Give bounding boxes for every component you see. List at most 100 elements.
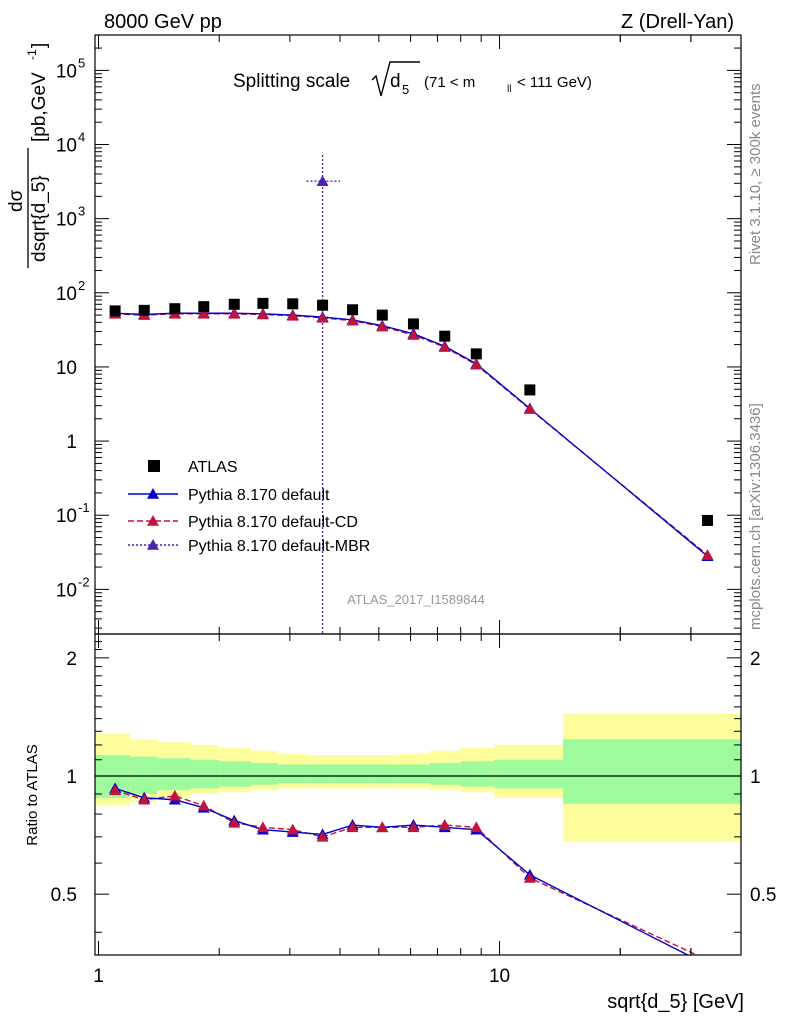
band-inner	[429, 762, 461, 785]
marker-atlas	[470, 348, 482, 360]
ratio-marker-pythia-cd	[197, 799, 210, 811]
marker-pythia-cd	[438, 341, 451, 352]
ratio-marker-pythia-cd	[523, 871, 536, 883]
marker-pythia-cd	[376, 320, 389, 332]
marker-pythia-cd	[407, 328, 420, 340]
legend-marker	[147, 539, 159, 550]
band-inner	[368, 764, 399, 783]
ratio-ylabel: Ratio to ATLAS	[24, 744, 41, 845]
ratio-tick-label: 2	[66, 649, 77, 670]
title-sqrt-symbol: d	[390, 71, 401, 92]
ylabel-den: dsqrt{d_5}	[29, 175, 50, 262]
legend-marker-atlas	[148, 460, 160, 472]
legend-marker	[147, 488, 159, 499]
y-tick-label: 10	[56, 506, 77, 527]
legend-marker	[147, 515, 159, 526]
y-tick-label-exp: 4	[78, 130, 85, 145]
ratio-series	[109, 782, 699, 955]
marker-atlas	[317, 299, 329, 311]
marker-atlas	[169, 303, 181, 315]
band-inner	[130, 756, 158, 794]
side-rivet: Rivet 3.1.10, ≥ 300k events	[747, 83, 764, 265]
legend-label: ATLAS	[188, 459, 238, 476]
ratio-tick-label-right: 2	[750, 649, 761, 670]
band-inner	[250, 762, 278, 785]
marker-pythia-cd	[346, 314, 359, 326]
marker-atlas	[257, 297, 269, 309]
marker-atlas	[407, 318, 419, 330]
marker-pythia-cd	[256, 308, 269, 320]
marker-pythia-cd	[228, 307, 241, 319]
band-inner	[494, 759, 564, 789]
marker-atlas	[138, 304, 150, 316]
chart-title: Splitting scale d 5 (71 < m ll < 111 GeV…	[233, 61, 592, 97]
ratio-marker-pythia-cd	[168, 789, 181, 801]
header-left: 8000 GeV pp	[104, 11, 222, 33]
band-inner	[277, 764, 307, 783]
ratio-frame	[94, 633, 742, 956]
marker-pythia-cd	[197, 307, 210, 319]
ratio-tick-label: 0.5	[51, 885, 77, 906]
y-tick-label-exp: -2	[78, 574, 90, 589]
marker-atlas	[524, 384, 536, 396]
ylabel-unit-sup: -1	[25, 49, 39, 60]
band-inner	[306, 764, 336, 783]
title-range-post: < 111 GeV)	[517, 74, 592, 91]
band-inner	[460, 761, 495, 787]
band-inner	[157, 758, 191, 791]
band-inner	[398, 764, 430, 783]
marker-atlas	[228, 298, 240, 310]
ratio-bands	[95, 713, 741, 842]
ratio-marker-pythia-cd	[346, 821, 359, 833]
ratio-marker-pythia-cd	[316, 830, 329, 842]
ratio-tick-label-right: 1	[750, 767, 761, 788]
marker-pythia-cd	[470, 358, 483, 370]
y-tick-label: 10	[56, 136, 77, 157]
marker-atlas	[701, 514, 713, 526]
band-inner	[335, 764, 369, 783]
marker-atlas	[109, 305, 121, 317]
ratio-tick-label-right: 0.5	[750, 885, 776, 906]
ratio-marker-pythia-cd	[376, 821, 389, 833]
title-range-pre: (71 < m	[424, 74, 475, 91]
legend: ATLAS Pythia 8.170 default Pythia 8.170 de…	[128, 459, 370, 555]
ratio-marker-pythia-cd	[228, 816, 241, 828]
y-tick-label: 1	[66, 432, 77, 453]
side-source: mcplots.cern.ch [arXiv:1306.3436]	[747, 403, 764, 630]
ylabel-unit: [pb,GeV	[29, 72, 50, 142]
ratio-marker-pythia-cd	[438, 819, 451, 830]
marker-atlas	[198, 301, 210, 313]
legend-label: Pythia 8.170 default-CD	[188, 514, 358, 531]
y-tick-label: 10	[56, 358, 77, 379]
header-right: Z (Drell-Yan)	[621, 11, 734, 33]
marker-pythia-cd	[701, 549, 714, 560]
legend-label: Pythia 8.170 default	[188, 487, 330, 504]
title-main: Splitting scale	[233, 71, 350, 92]
y-tick-label: 10	[56, 61, 77, 82]
marker-pythia-cd	[286, 309, 299, 321]
y-tick-label-exp: -1	[78, 500, 90, 515]
y-tick-label-exp: 2	[78, 278, 85, 293]
ratio-marker-pythia-cd	[470, 821, 483, 833]
band-inner	[563, 739, 741, 804]
band-inner	[219, 761, 251, 787]
analysis-tag: ATLAS_2017_I1589844	[347, 592, 485, 607]
ratio-marker-pythia-cd	[138, 793, 151, 805]
x-tick-label: 1	[93, 966, 104, 987]
ratio-clipped	[109, 782, 699, 955]
x-tick-label: 10	[489, 966, 510, 987]
marker-atlas	[376, 309, 388, 321]
band-inner	[190, 759, 220, 789]
sqrt-sign	[371, 61, 420, 97]
title-sqrt-subscript: 5	[402, 82, 409, 97]
ratio-marker-pythia-cd	[286, 823, 299, 835]
y-axis-label: dσ dsqrt{d_5} [pb,GeV -1 ]	[6, 43, 50, 268]
y-tick-label-exp: 3	[78, 204, 85, 219]
y-tick-label: 10	[56, 284, 77, 305]
marker-pythia-cd	[316, 311, 329, 323]
ylabel-num: dσ	[6, 189, 27, 212]
marker-atlas	[347, 304, 359, 316]
main-series	[109, 155, 714, 634]
